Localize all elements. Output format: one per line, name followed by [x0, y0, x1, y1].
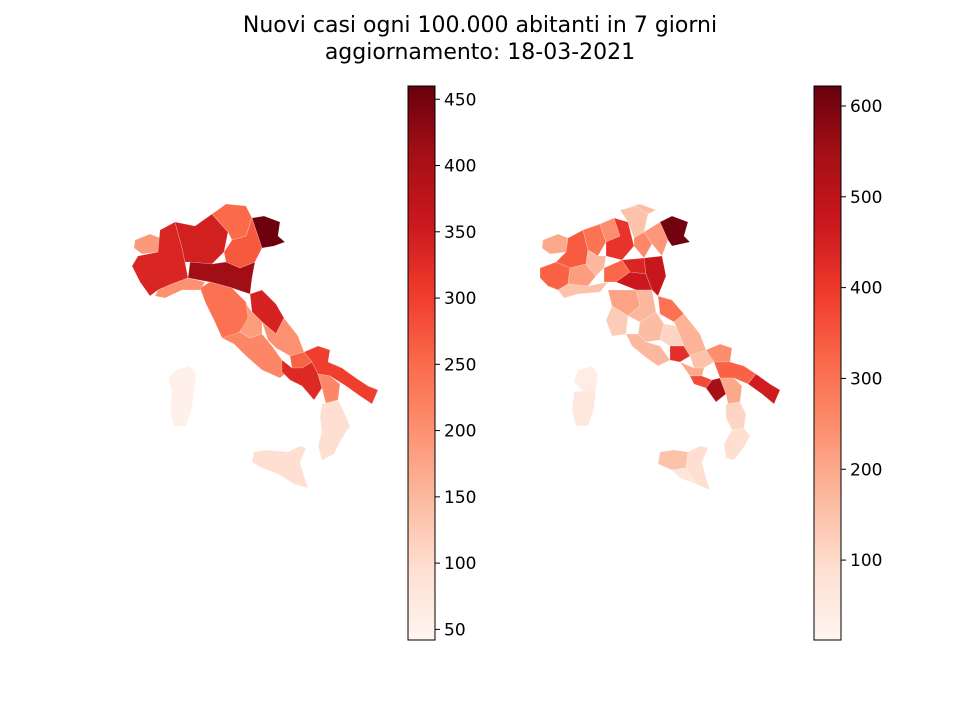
- colorbar-tick-label: 250: [444, 355, 476, 375]
- colorbar-tick-label: 400: [850, 279, 882, 299]
- province-siena: [605, 305, 629, 337]
- colorbar-tick-label: 400: [444, 157, 476, 177]
- province-valle-d-aosta: [541, 233, 569, 255]
- province-foggia: [705, 343, 733, 363]
- province-alessandria: [567, 263, 597, 287]
- province-molise: [689, 349, 715, 369]
- province-caserta: [679, 361, 705, 377]
- province-milano: [582, 223, 607, 257]
- colorbar-regions-gradient: [407, 85, 436, 641]
- province-bari: [713, 361, 757, 385]
- colorbar-tick-label: 200: [444, 422, 476, 442]
- colorbar-tick-label: 300: [850, 369, 882, 389]
- region-liguria: [154, 277, 206, 299]
- province-trieste: [659, 215, 691, 247]
- province-liguria: [557, 281, 609, 299]
- province-verona: [633, 231, 653, 259]
- colorbar-tick-label: 500: [850, 188, 882, 208]
- colorbar-tick-label: 50: [444, 620, 466, 640]
- province-venezia: [643, 221, 669, 257]
- region-puglia: [303, 345, 379, 405]
- colorbar-provinces-ticks: 100 200 300 400 500 600: [841, 97, 882, 571]
- figure-title: Nuovi casi ogni 100.000 abitanti in 7 gi…: [0, 12, 960, 66]
- colorbar-regions: 50 100 150 200 250 300 350 400 450: [407, 85, 476, 641]
- province-agrigento: [671, 467, 697, 485]
- colorbar-provinces: 100 200 300 400 500 600: [813, 85, 882, 641]
- region-sardegna: [167, 365, 197, 427]
- province-reggio-calabria: [723, 427, 751, 461]
- region-sicilia: [251, 445, 309, 489]
- colorbar-tick-label: 200: [850, 460, 882, 480]
- province-palermo: [657, 449, 689, 471]
- colorbar-regions-ticks: 50 100 150 200 250 300 350 400 450: [435, 90, 476, 640]
- colorbar-tick-label: 350: [444, 223, 476, 243]
- map-regions: [131, 203, 379, 489]
- region-lombardia: [174, 213, 229, 265]
- province-cagliari: [571, 389, 597, 427]
- colorbar-tick-label: 100: [850, 551, 882, 571]
- region-friuli-venezia-giulia: [251, 215, 286, 249]
- colorbar-tick-label: 450: [444, 90, 476, 110]
- region-valle-d-aosta: [133, 233, 161, 255]
- province-cosenza: [725, 401, 747, 431]
- map-provinces: [539, 203, 781, 491]
- province-sassari: [573, 365, 599, 393]
- region-calabria: [317, 399, 351, 461]
- colorbar-tick-label: 100: [444, 554, 476, 574]
- colorbar-tick-label: 300: [444, 289, 476, 309]
- title-line-2: aggiornamento: 18-03-2021: [324, 40, 636, 65]
- province-bolzano: [625, 203, 657, 215]
- colorbar-provinces-gradient: [813, 85, 842, 641]
- colorbar-tick-label: 150: [444, 488, 476, 508]
- colorbar-tick-label: 600: [850, 97, 882, 117]
- region-emilia-romagna: [187, 261, 256, 295]
- province-catania: [685, 445, 711, 491]
- province-brescia: [605, 217, 635, 261]
- province-lecce: [747, 373, 781, 405]
- title-line-1: Nuovi casi ogni 100.000 abitanti in 7 gi…: [242, 13, 718, 38]
